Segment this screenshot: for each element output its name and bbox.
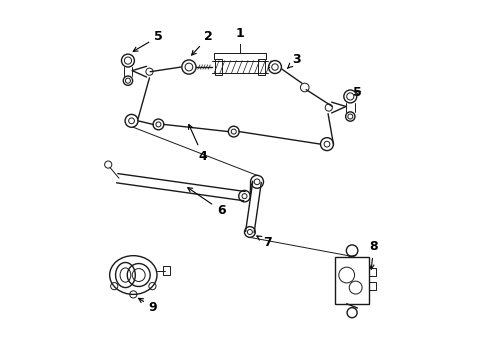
Text: 6: 6 bbox=[187, 188, 225, 217]
Bar bbox=[257, 59, 264, 75]
Text: 1: 1 bbox=[235, 27, 244, 40]
Text: 7: 7 bbox=[256, 236, 272, 249]
Bar bbox=[368, 268, 375, 276]
Text: 5: 5 bbox=[133, 30, 163, 51]
Bar bbox=[368, 282, 375, 290]
Text: 5: 5 bbox=[352, 86, 361, 99]
Bar bbox=[334, 257, 368, 304]
Bar bbox=[215, 59, 222, 75]
Text: 2: 2 bbox=[191, 30, 213, 55]
Text: 4: 4 bbox=[188, 125, 207, 163]
Text: 9: 9 bbox=[138, 298, 157, 314]
Text: 8: 8 bbox=[368, 240, 377, 269]
Text: 3: 3 bbox=[287, 53, 300, 68]
Bar bbox=[163, 266, 169, 275]
